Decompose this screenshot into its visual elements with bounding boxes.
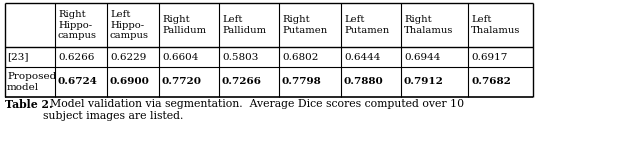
Text: 0.5803: 0.5803 (222, 52, 259, 61)
Text: 0.6604: 0.6604 (162, 52, 198, 61)
Text: Left
Putamen: Left Putamen (344, 15, 389, 35)
Text: Right
Putamen: Right Putamen (282, 15, 327, 35)
Text: 0.7912: 0.7912 (404, 78, 444, 86)
Text: 0.6266: 0.6266 (58, 52, 94, 61)
Text: Right
Thalamus: Right Thalamus (404, 15, 453, 35)
Text: 0.7798: 0.7798 (282, 78, 322, 86)
Text: Left
Pallidum: Left Pallidum (222, 15, 266, 35)
Text: Left
Hippo-
campus: Left Hippo- campus (110, 10, 149, 40)
Text: 0.7720: 0.7720 (162, 78, 202, 86)
Text: 0.6917: 0.6917 (471, 52, 508, 61)
Text: Right
Hippo-
campus: Right Hippo- campus (58, 10, 97, 40)
Text: 0.7682: 0.7682 (471, 78, 511, 86)
Text: Table 2.: Table 2. (5, 99, 52, 110)
Text: 0.6724: 0.6724 (58, 78, 98, 86)
Text: 0.6229: 0.6229 (110, 52, 147, 61)
Text: Right
Pallidum: Right Pallidum (162, 15, 206, 35)
Text: [23]: [23] (7, 52, 29, 61)
Text: 0.6802: 0.6802 (282, 52, 318, 61)
Text: Left
Thalamus: Left Thalamus (471, 15, 520, 35)
Text: 0.6900: 0.6900 (110, 78, 150, 86)
Text: Model validation via segmentation.  Average Dice scores computed over 10
subject: Model validation via segmentation. Avera… (43, 99, 464, 121)
Text: Proposed
model: Proposed model (7, 72, 56, 92)
Text: 0.7266: 0.7266 (222, 78, 262, 86)
Text: 0.7880: 0.7880 (344, 78, 384, 86)
Text: 0.6944: 0.6944 (404, 52, 440, 61)
Text: 0.6444: 0.6444 (344, 52, 380, 61)
